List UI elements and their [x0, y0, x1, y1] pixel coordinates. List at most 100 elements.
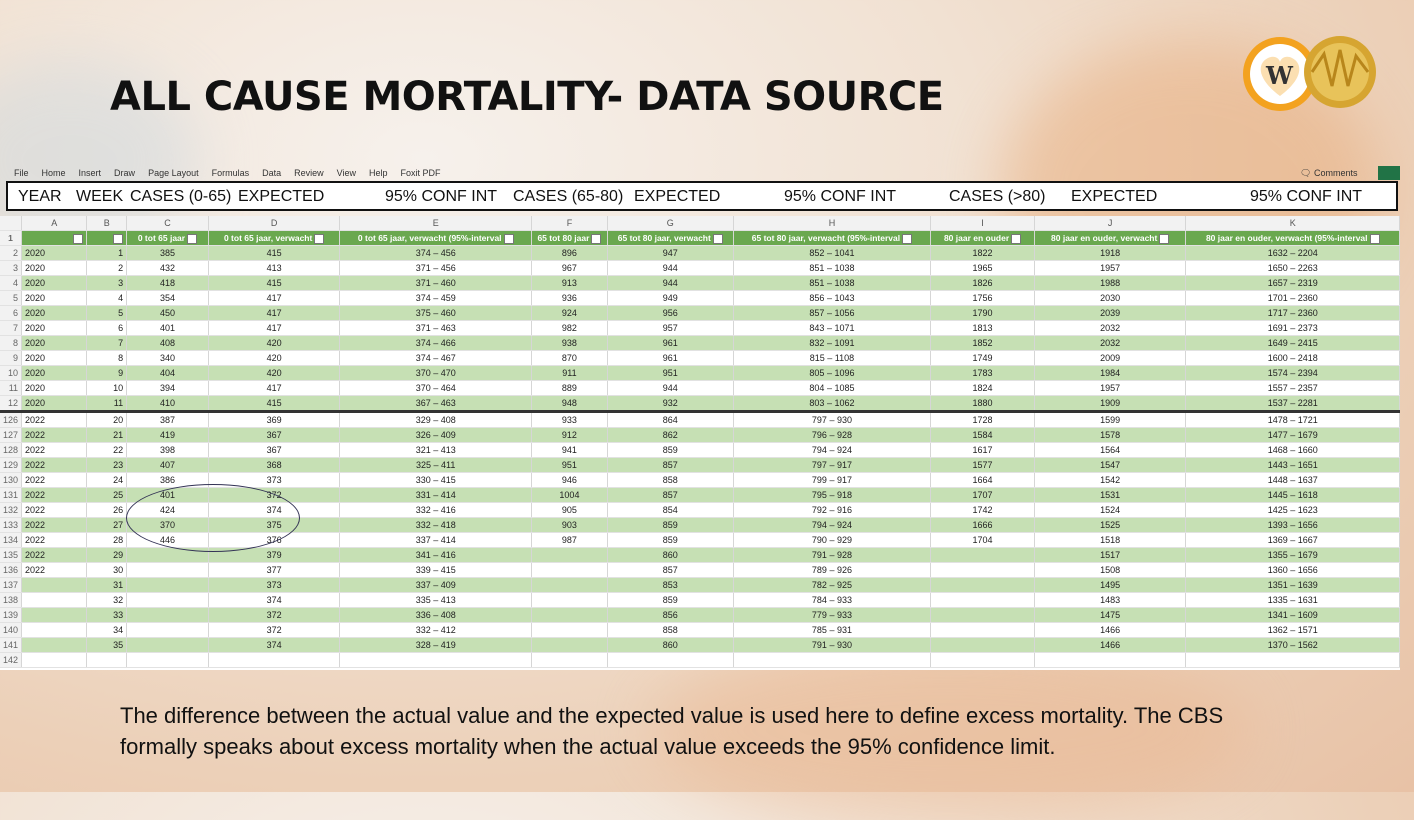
column-letter[interactable]: D	[208, 216, 341, 231]
table-cell[interactable]: 29	[86, 547, 128, 563]
table-cell[interactable]: 1701 – 2360	[1185, 290, 1400, 306]
table-cell[interactable]: 2032	[1034, 320, 1187, 336]
table-cell[interactable]: 375 – 460	[339, 305, 532, 321]
table-cell[interactable]: 2020	[21, 275, 88, 291]
table-cell[interactable]: 987	[531, 532, 608, 548]
table-cell[interactable]: 420	[208, 350, 341, 366]
table-cell[interactable]: 2022	[21, 472, 88, 488]
table-cell[interactable]: 2020	[21, 380, 88, 396]
table-cell[interactable]: 413	[208, 260, 341, 276]
table-cell[interactable]: 329 – 408	[339, 411, 532, 428]
table-cell[interactable]	[930, 592, 1035, 608]
table-cell[interactable]: 369	[208, 411, 341, 428]
table-cell[interactable]: 354	[126, 290, 209, 306]
table-cell[interactable]: 933	[531, 411, 608, 428]
table-cell[interactable]: 374 – 459	[339, 290, 532, 306]
table-cell[interactable]: 858	[607, 472, 734, 488]
ribbon-tab-home[interactable]: Home	[41, 168, 66, 178]
row-number[interactable]: 10	[0, 365, 23, 381]
table-cell[interactable]: 791 – 930	[733, 637, 932, 653]
table-cell[interactable]	[126, 637, 209, 653]
table-cell[interactable]: 982	[531, 320, 608, 336]
table-cell[interactable]: 1957	[1034, 380, 1187, 396]
table-cell[interactable]	[531, 562, 608, 578]
table-cell[interactable]: 859	[607, 517, 734, 533]
table-cell[interactable]	[208, 652, 341, 668]
ribbon-tab-help[interactable]: Help	[369, 168, 388, 178]
table-cell[interactable]: 341 – 416	[339, 547, 532, 563]
table-cell[interactable]	[1034, 652, 1187, 668]
table-cell[interactable]	[930, 652, 1035, 668]
table-cell[interactable]	[930, 637, 1035, 653]
table-cell[interactable]: 337 – 414	[339, 532, 532, 548]
table-cell[interactable]: 857	[607, 457, 734, 473]
table-cell[interactable]: 961	[607, 335, 734, 351]
table-cell[interactable]: 418	[126, 275, 209, 291]
table-cell[interactable]: 326 – 409	[339, 427, 532, 443]
table-cell[interactable]: 936	[531, 290, 608, 306]
table-cell[interactable]: 938	[531, 335, 608, 351]
table-cell[interactable]: 340	[126, 350, 209, 366]
table-cell[interactable]: 913	[531, 275, 608, 291]
column-letter[interactable]: B	[86, 216, 128, 231]
table-cell[interactable]: 420	[208, 335, 341, 351]
filter-dropdown-icon[interactable]	[113, 233, 124, 244]
filter-dropdown-icon[interactable]	[503, 233, 514, 244]
ribbon-tab-data[interactable]: Data	[262, 168, 282, 178]
table-cell[interactable]: 5	[86, 305, 128, 321]
table-cell[interactable]: 335 – 413	[339, 592, 532, 608]
table-cell[interactable]: 2022	[21, 532, 88, 548]
table-cell[interactable]: 896	[531, 245, 608, 261]
table-cell[interactable]: 851 – 1038	[733, 260, 932, 276]
table-cell[interactable]: 1909	[1034, 395, 1187, 413]
column-letter[interactable]: A	[21, 216, 88, 231]
table-cell[interactable]: 864	[607, 411, 734, 428]
table-cell[interactable]: 1443 – 1651	[1185, 457, 1400, 473]
table-cell[interactable]: 325 – 411	[339, 457, 532, 473]
table-cell[interactable]: 1826	[930, 275, 1035, 291]
table-cell[interactable]: 1425 – 1623	[1185, 502, 1400, 518]
table-cell[interactable]: 24	[86, 472, 128, 488]
table-cell[interactable]: 967	[531, 260, 608, 276]
table-cell[interactable]: 34	[86, 622, 128, 638]
table-cell[interactable]: 11	[86, 395, 128, 413]
table-cell[interactable]: 2022	[21, 517, 88, 533]
table-cell[interactable]: 410	[126, 395, 209, 413]
table-cell[interactable]	[531, 592, 608, 608]
table-cell[interactable]: 417	[208, 290, 341, 306]
table-cell[interactable]: 367	[208, 442, 341, 458]
table-cell[interactable]: 843 – 1071	[733, 320, 932, 336]
table-cell[interactable]: 3	[86, 275, 128, 291]
table-cell[interactable]: 1657 – 2319	[1185, 275, 1400, 291]
table-cell[interactable]: 25	[86, 487, 128, 503]
table-cell[interactable]: 924	[531, 305, 608, 321]
table-cell[interactable]: 2039	[1034, 305, 1187, 321]
row-number[interactable]: 142	[0, 652, 23, 668]
table-cell[interactable]: 794 – 924	[733, 517, 932, 533]
table-cell[interactable]: 796 – 928	[733, 427, 932, 443]
table-cell[interactable]: 1369 – 1667	[1185, 532, 1400, 548]
table-cell[interactable]: 1370 – 1562	[1185, 637, 1400, 653]
table-cell[interactable]: 794 – 924	[733, 442, 932, 458]
row-number[interactable]: 140	[0, 622, 23, 638]
table-cell[interactable]	[126, 577, 209, 593]
table-cell[interactable]	[86, 652, 128, 668]
table-cell[interactable]: 22	[86, 442, 128, 458]
column-letter[interactable]: I	[930, 216, 1035, 231]
row-number[interactable]: 130	[0, 472, 23, 488]
table-cell[interactable]: 944	[607, 260, 734, 276]
table-cell[interactable]: 1518	[1034, 532, 1187, 548]
table-cell[interactable]	[930, 562, 1035, 578]
table-cell[interactable]: 859	[607, 592, 734, 608]
table-cell[interactable]: 944	[607, 380, 734, 396]
table-cell[interactable]: 328 – 419	[339, 637, 532, 653]
row-number[interactable]: 3	[0, 260, 23, 276]
filter-dropdown-icon[interactable]	[712, 233, 723, 244]
table-cell[interactable]	[126, 622, 209, 638]
ribbon-tab-page-layout[interactable]: Page Layout	[148, 168, 199, 178]
table-cell[interactable]: 367 – 463	[339, 395, 532, 413]
column-letter[interactable]: E	[339, 216, 532, 231]
table-cell[interactable]: 372	[208, 622, 341, 638]
table-cell[interactable]: 377	[208, 562, 341, 578]
filter-dropdown-icon[interactable]	[1369, 233, 1380, 244]
